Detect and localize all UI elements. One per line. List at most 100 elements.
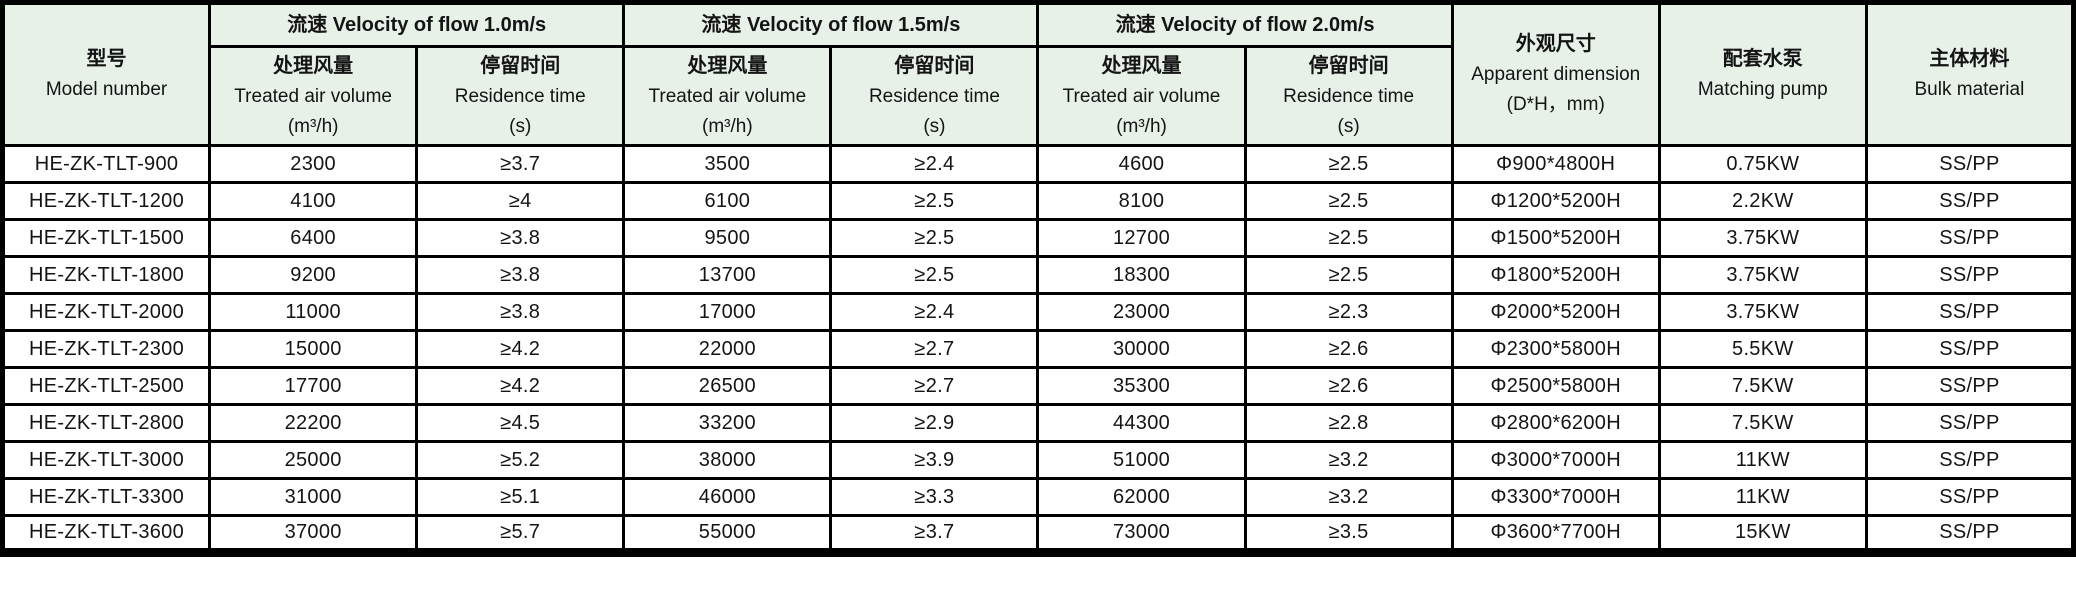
time-subheader-1-5: 停留时间 Residence time (s) [829, 45, 1040, 147]
time-1-0-cell: ≥3.8 [415, 292, 626, 332]
volume-subheader-1-5: 处理风量 Treated air volume (m³/h) [622, 45, 833, 147]
material-cell: SS/PP [1864, 366, 2076, 406]
volume-subheader-2-0: 处理风量 Treated air volume (m³/h) [1036, 45, 1247, 147]
time-1-5-cell: ≥2.9 [829, 403, 1040, 443]
time-1-0-cell: ≥3.8 [415, 255, 626, 295]
pump-cell: 7.5KW [1657, 403, 1868, 443]
volume-1-5-cell: 46000 [622, 477, 833, 517]
material-cell: SS/PP [1864, 255, 2076, 295]
pump-header-zh: 配套水泵 [1722, 48, 1803, 70]
subheader-en: Residence time [868, 85, 1000, 107]
dimension-cell: Φ3600*7700H [1450, 514, 1661, 554]
spec-table: 型号 Model number 流速 Velocity of flow 1.0m… [0, 0, 2076, 557]
subheader-unit: (m³/h) [702, 115, 753, 137]
volume-1-0-cell: 15000 [208, 329, 419, 369]
volume-2-0-cell: 4600 [1036, 144, 1247, 184]
model-cell: HE-ZK-TLT-3300 [0, 477, 212, 517]
table-row: HE-ZK-TLT-3600 37000 ≥5.7 55000 ≥3.7 730… [0, 514, 2076, 554]
volume-2-0-cell: 35300 [1036, 366, 1247, 406]
pump-cell: 7.5KW [1657, 366, 1868, 406]
dimension-cell: Φ2800*6200H [1450, 403, 1661, 443]
subheader-zh: 处理风量 [687, 54, 768, 77]
subheader-en: Residence time [454, 85, 586, 107]
volume-1-0-cell: 4100 [208, 181, 419, 221]
pump-header-en: Matching pump [1697, 79, 1828, 100]
model-cell: HE-ZK-TLT-3000 [0, 440, 212, 480]
subheader-zh: 停留时间 [1308, 54, 1389, 77]
dimension-cell: Φ3300*7000H [1450, 477, 1661, 517]
time-1-0-cell: ≥4.5 [415, 403, 626, 443]
model-header: 型号 Model number [0, 1, 212, 147]
table-row: HE-ZK-TLT-3000 25000 ≥5.2 38000 ≥3.9 510… [0, 440, 2076, 480]
volume-1-5-cell: 17000 [622, 292, 833, 332]
table-row: HE-ZK-TLT-1200 4100 ≥4 6100 ≥2.5 8100 ≥2… [0, 181, 2076, 221]
header-row-sections: 型号 Model number 流速 Velocity of flow 1.0m… [0, 1, 2076, 147]
material-cell: SS/PP [1864, 477, 2076, 517]
material-header-zh: 主体材料 [1929, 48, 2010, 70]
time-1-0-cell: ≥4.2 [415, 329, 626, 369]
volume-1-5-cell: 55000 [622, 514, 833, 554]
dimension-header-en: Apparent dimension [1471, 64, 1641, 85]
model-cell: HE-ZK-TLT-1800 [0, 255, 212, 295]
time-2-0-cell: ≥2.8 [1243, 403, 1454, 443]
volume-1-5-cell: 6100 [622, 181, 833, 221]
pump-cell: 0.75KW [1657, 144, 1868, 184]
table-row: HE-ZK-TLT-900 2300 ≥3.7 3500 ≥2.4 4600 ≥… [0, 144, 2076, 184]
volume-1-5-cell: 13700 [622, 255, 833, 295]
time-1-5-cell: ≥3.9 [829, 440, 1040, 480]
model-cell: HE-ZK-TLT-2800 [0, 403, 212, 443]
pump-cell: 11KW [1657, 440, 1868, 480]
material-header: 主体材料 Bulk material [1864, 1, 2076, 147]
time-1-5-cell: ≥3.3 [829, 477, 1040, 517]
time-2-0-cell: ≥2.5 [1243, 218, 1454, 258]
material-cell: SS/PP [1864, 181, 2076, 221]
time-2-0-cell: ≥2.5 [1243, 181, 1454, 221]
subheader-unit: (m³/h) [1116, 115, 1167, 137]
time-1-5-cell: ≥2.7 [829, 366, 1040, 406]
subheader-unit: (s) [509, 115, 532, 137]
volume-1-0-cell: 25000 [208, 440, 419, 480]
dimension-cell: Φ1200*5200H [1450, 181, 1661, 221]
section-header-velocity-1-5: 流速 Velocity of flow 1.5m/s [622, 1, 1040, 48]
volume-1-5-cell: 22000 [622, 329, 833, 369]
table-row: HE-ZK-TLT-2800 22200 ≥4.5 33200 ≥2.9 443… [0, 403, 2076, 443]
dimension-header-unit: (D*H，mm) [1506, 94, 1605, 115]
time-subheader-2-0: 停留时间 Residence time (s) [1243, 45, 1454, 147]
subheader-zh: 停留时间 [894, 54, 975, 77]
dimension-cell: Φ3000*7000H [1450, 440, 1661, 480]
pump-cell: 2.2KW [1657, 181, 1868, 221]
time-1-0-cell: ≥5.2 [415, 440, 626, 480]
table-row: HE-ZK-TLT-2300 15000 ≥4.2 22000 ≥2.7 300… [0, 329, 2076, 369]
time-2-0-cell: ≥2.3 [1243, 292, 1454, 332]
subheader-zh: 处理风量 [1101, 54, 1182, 77]
time-1-5-cell: ≥2.7 [829, 329, 1040, 369]
model-cell: HE-ZK-TLT-1200 [0, 181, 212, 221]
time-subheader-1-0: 停留时间 Residence time (s) [415, 45, 626, 147]
model-cell: HE-ZK-TLT-900 [0, 144, 212, 184]
subheader-unit: (m³/h) [287, 115, 339, 137]
volume-1-5-cell: 33200 [622, 403, 833, 443]
dimension-header-zh: 外观尺寸 [1515, 33, 1596, 55]
subheader-zh: 处理风量 [273, 54, 354, 77]
dimension-cell: Φ1800*5200H [1450, 255, 1661, 295]
volume-1-5-cell: 38000 [622, 440, 833, 480]
material-cell: SS/PP [1864, 218, 2076, 258]
volume-1-0-cell: 17700 [208, 366, 419, 406]
time-1-0-cell: ≥5.1 [415, 477, 626, 517]
section-title: 流速 Velocity of flow 2.0m/s [1115, 14, 1375, 36]
table-header: 型号 Model number 流速 Velocity of flow 1.0m… [0, 1, 2076, 147]
section-header-velocity-2-0: 流速 Velocity of flow 2.0m/s [1036, 1, 1454, 48]
time-1-5-cell: ≥2.5 [829, 218, 1040, 258]
time-1-5-cell: ≥2.5 [829, 255, 1040, 295]
volume-2-0-cell: 44300 [1036, 403, 1247, 443]
pump-cell: 5.5KW [1657, 329, 1868, 369]
material-cell: SS/PP [1864, 144, 2076, 184]
time-2-0-cell: ≥2.5 [1243, 144, 1454, 184]
header-row-subcolumns: 处理风量 Treated air volume (m³/h) 停留时间 Resi… [3, 45, 2074, 147]
pump-cell: 3.75KW [1657, 292, 1868, 332]
model-cell: HE-ZK-TLT-2500 [0, 366, 212, 406]
volume-1-0-cell: 22200 [208, 403, 419, 443]
dimension-cell: Φ1500*5200H [1450, 218, 1661, 258]
model-cell: HE-ZK-TLT-3600 [0, 514, 212, 554]
time-1-5-cell: ≥2.4 [829, 292, 1040, 332]
